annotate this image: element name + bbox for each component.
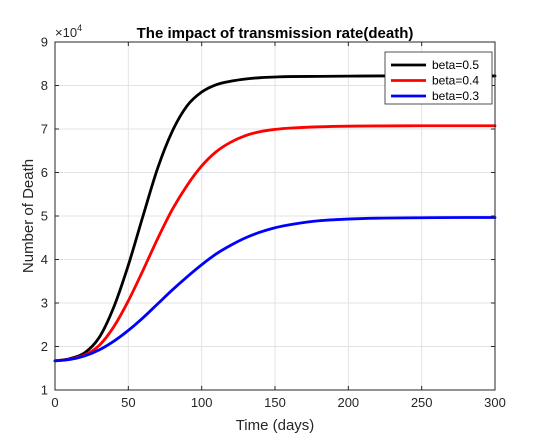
axis-ticks: 0 50 100 150 200 250 300 1 2 3 4 5 6 7 8 9 — [41, 35, 506, 411]
x-tick-label: 200 — [337, 395, 359, 410]
y-tick-label: 6 — [41, 165, 48, 180]
x-axis-label: Time (days) — [236, 417, 315, 434]
y-tick-label: 7 — [41, 122, 48, 137]
legend-label: beta=0.4 — [432, 74, 479, 88]
x-tick-label: 50 — [121, 395, 135, 410]
x-tick-label: 150 — [264, 395, 286, 410]
series-line — [53, 124, 497, 363]
y-tick-label: 1 — [41, 383, 48, 398]
y-multiplier-exponent: 4 — [77, 23, 82, 33]
y-tick-label: 5 — [41, 209, 48, 224]
x-tick-label: 300 — [484, 395, 506, 410]
x-tick-label: 0 — [51, 395, 58, 410]
y-tick-label: 4 — [41, 252, 48, 267]
legend-label: beta=0.3 — [432, 89, 479, 103]
y-multiplier-base: ×10 — [55, 25, 77, 40]
series-line — [53, 216, 497, 363]
series-lines — [53, 74, 497, 363]
y-tick-label: 2 — [41, 339, 48, 354]
x-tick-label: 250 — [411, 395, 433, 410]
y-tick-label: 8 — [41, 78, 48, 93]
legend-label: beta=0.5 — [432, 58, 479, 72]
x-tick-label: 100 — [191, 395, 213, 410]
y-multiplier: ×104 — [55, 23, 82, 40]
series-line — [53, 74, 497, 363]
y-tick-label: 9 — [41, 35, 48, 50]
y-tick-label: 3 — [41, 296, 48, 311]
y-axis-label: Number of Death — [20, 159, 37, 273]
chart-title: The impact of transmission rate(death) — [137, 25, 414, 42]
